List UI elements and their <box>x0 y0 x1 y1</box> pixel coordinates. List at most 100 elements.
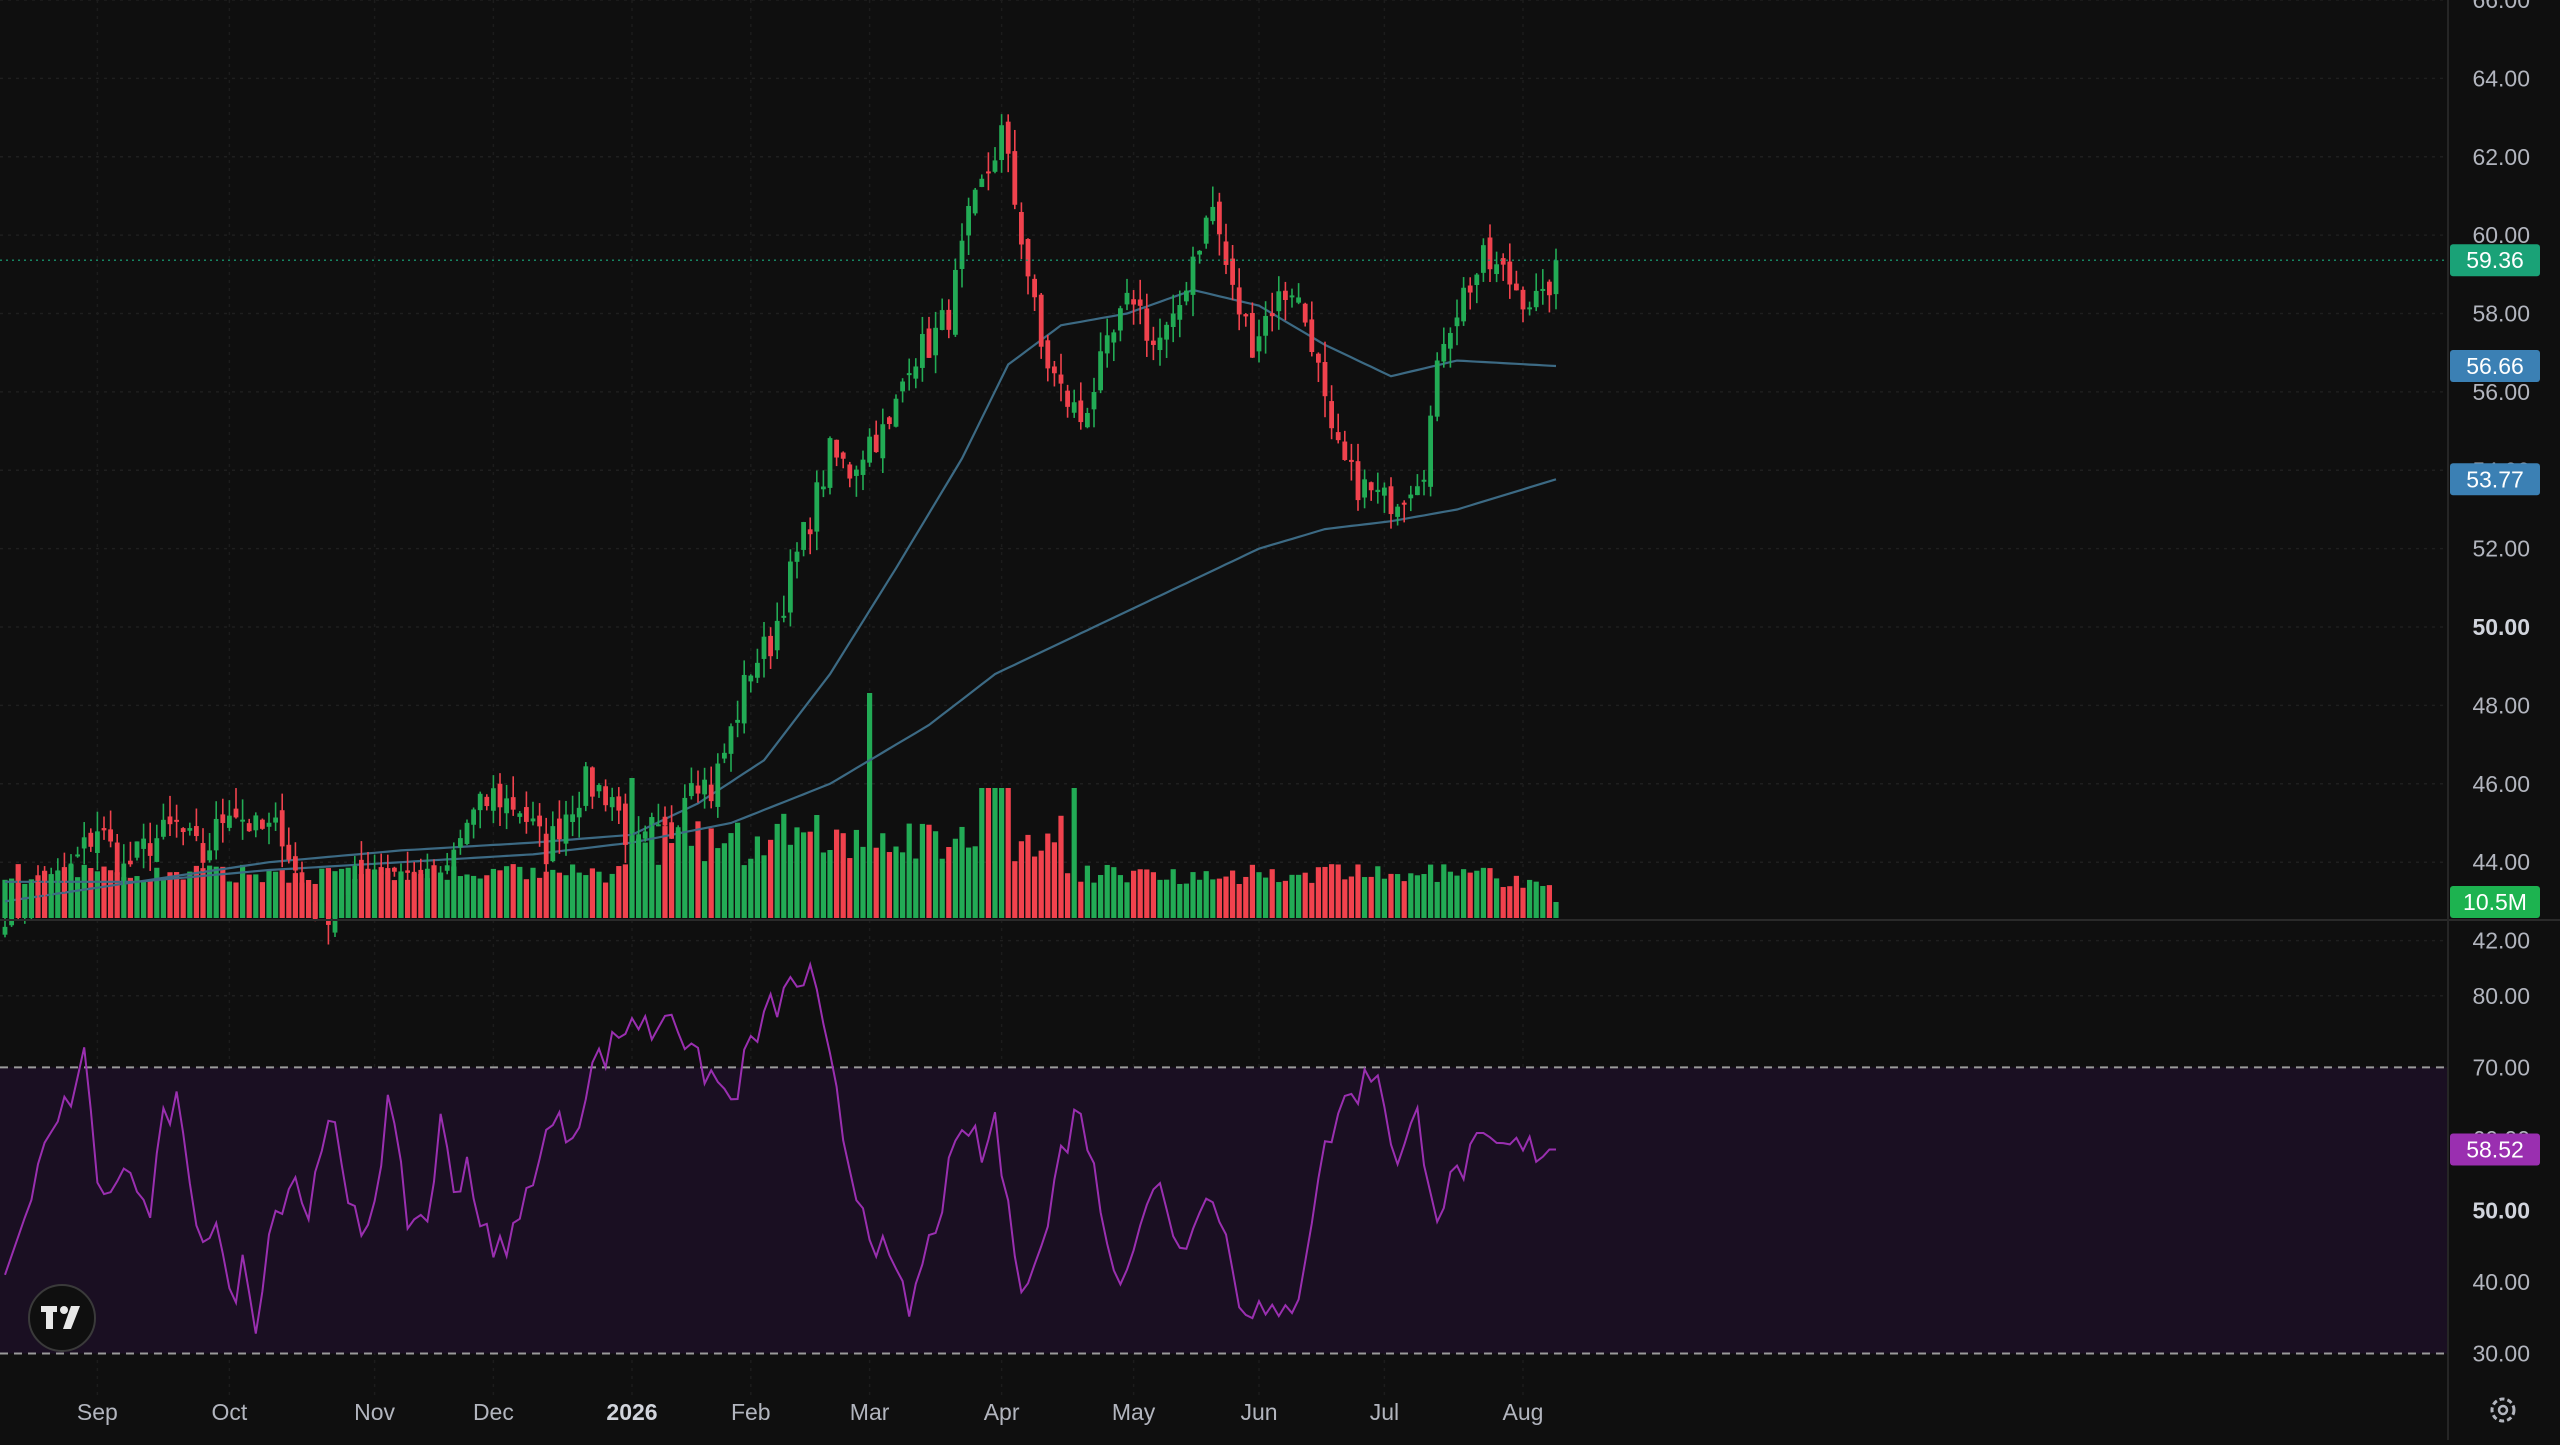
price-axis[interactable]: 66.0064.0062.0060.0058.0056.0054.0052.00… <box>2472 0 2530 954</box>
candle-body <box>1289 295 1295 298</box>
volume-bar <box>1441 864 1447 918</box>
volume-bar <box>1104 864 1110 918</box>
candle-body <box>590 767 595 797</box>
candle-body <box>147 843 153 856</box>
time-tick-label: Dec <box>473 1399 514 1425</box>
candle-body <box>1065 390 1070 407</box>
volume-bar <box>1018 841 1024 918</box>
candle-body <box>1276 291 1282 312</box>
volume-bar <box>1355 864 1361 918</box>
volume-bar <box>1230 870 1236 918</box>
candle-body <box>504 798 509 814</box>
volume-bar <box>1144 869 1150 918</box>
volume-bar <box>900 852 906 918</box>
candle-body <box>484 796 490 807</box>
candle-body <box>1005 121 1011 154</box>
volume-bar <box>200 868 206 918</box>
candle-body <box>398 875 404 880</box>
candle-body <box>1349 459 1354 462</box>
volume-bar <box>1381 878 1387 918</box>
gear-icon[interactable] <box>2490 1397 2516 1423</box>
candle-body <box>207 850 212 861</box>
volume-bar <box>589 868 595 918</box>
candle-body <box>609 797 615 808</box>
candle-body <box>425 868 430 896</box>
candle-body <box>715 763 721 807</box>
candle-body <box>431 872 437 886</box>
candle-body <box>708 784 714 802</box>
volume-bar <box>1223 876 1229 918</box>
volume-bar <box>893 846 899 918</box>
candle-body <box>1230 258 1235 285</box>
volume-bar <box>1507 886 1513 918</box>
candle-body <box>378 872 384 875</box>
candle-body <box>220 814 226 824</box>
volume-bar <box>860 846 866 918</box>
price-tick-label: 44.00 <box>2472 849 2530 875</box>
volume-bar <box>1527 879 1533 918</box>
candle-body <box>385 872 391 875</box>
price-tick-label: 42.00 <box>2472 928 2530 954</box>
price-tick-label: 48.00 <box>2472 692 2530 718</box>
candle-body <box>9 891 14 926</box>
volume-bar <box>134 876 140 918</box>
gear-icon-ring <box>2490 1397 2516 1423</box>
candle-body <box>1368 482 1374 491</box>
time-tick-label: 2026 <box>606 1399 657 1425</box>
volume-bar <box>867 693 873 918</box>
time-axis[interactable]: Sep Oct Nov Dec 2026 Feb Mar Apr May Jun Jul Aug <box>77 1399 1544 1425</box>
candle-body <box>471 809 476 825</box>
candle-body <box>365 869 371 883</box>
volume-bar <box>75 877 81 918</box>
candle-body <box>306 899 311 905</box>
volume-bar <box>886 852 892 918</box>
volume-bar <box>504 866 510 918</box>
candle-body <box>1085 412 1090 428</box>
candle-body <box>524 807 529 822</box>
candle-body <box>81 837 87 849</box>
volume-bar <box>1203 871 1209 918</box>
candle-body <box>293 856 298 871</box>
candle-body <box>1382 487 1387 496</box>
candle-body <box>1203 217 1209 244</box>
candle-body <box>114 842 120 875</box>
volume-bar <box>484 875 490 918</box>
volume-bar <box>1309 882 1315 918</box>
volume-bar <box>497 870 503 918</box>
volume-badge-bg <box>2450 886 2540 918</box>
candle-body <box>774 620 780 651</box>
volume-bar <box>167 872 173 918</box>
volume-bar <box>1388 873 1394 918</box>
candle-body <box>649 829 655 832</box>
candle-body <box>88 832 94 847</box>
volume-bar <box>1395 874 1401 918</box>
candle-body <box>1362 479 1367 498</box>
candle-body <box>411 871 417 874</box>
candle-body <box>986 171 991 174</box>
candle-body <box>689 783 694 797</box>
volume-bar <box>669 843 675 918</box>
volume-bar <box>1216 878 1222 918</box>
candle-body <box>246 823 252 832</box>
volume-bar <box>279 869 285 918</box>
rsi-band <box>0 1067 2448 1354</box>
volume-bar <box>207 865 213 918</box>
volume-bar <box>563 875 569 918</box>
volume-bar <box>1150 872 1156 918</box>
candle-body <box>1184 290 1189 302</box>
candle-body <box>1283 290 1288 300</box>
candle-body <box>1553 260 1559 295</box>
volume-bar <box>754 836 760 918</box>
tradingview-logo[interactable] <box>28 1284 96 1352</box>
volume-bar <box>1124 882 1130 918</box>
volume-bar <box>517 866 523 918</box>
volume-bar <box>662 826 668 918</box>
candle-body <box>1210 206 1216 222</box>
ma-short-badge-text: 56.66 <box>2466 353 2524 379</box>
candle-body <box>1540 288 1546 291</box>
volume-bar <box>1362 877 1368 918</box>
volume-bar <box>715 848 721 918</box>
candle-body <box>62 868 67 874</box>
volume-bar <box>299 882 305 918</box>
